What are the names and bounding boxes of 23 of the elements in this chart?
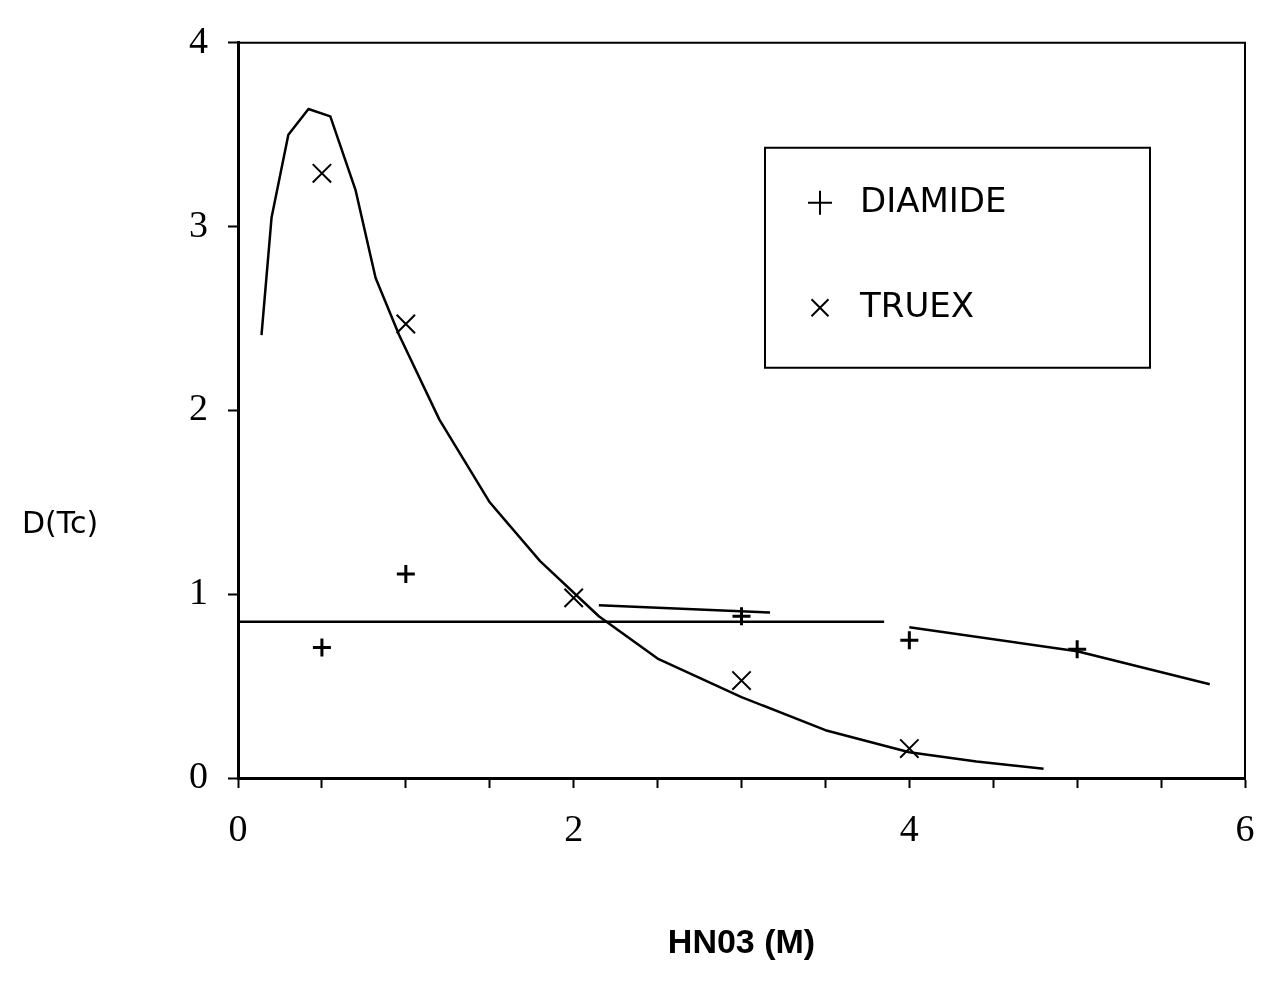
y-tick-label: 3: [189, 202, 208, 245]
y-axis-title: D(Tc): [22, 505, 99, 540]
point: [731, 605, 752, 627]
y-tick-label: 4: [189, 18, 208, 61]
legend-label: DIAMIDE: [860, 179, 1007, 220]
x-tick-label: 2: [564, 806, 584, 849]
point: [898, 629, 920, 651]
point: [395, 313, 417, 335]
point: [1066, 638, 1088, 660]
x-tick-label: 4: [899, 806, 919, 849]
point: [563, 587, 584, 609]
x-tick-label: 0: [228, 806, 248, 849]
y-tick-label: 1: [189, 570, 208, 613]
point: [731, 670, 752, 691]
x-tick-label: 6: [1235, 806, 1255, 849]
point: [395, 563, 417, 585]
point: [311, 637, 333, 658]
point: [899, 738, 920, 759]
point: [311, 163, 333, 184]
x-axis-title: HN03 (M): [667, 921, 816, 960]
y-tick-label: 2: [189, 386, 208, 429]
y-tick-label: 0: [189, 753, 208, 796]
legend-label: TRUEX: [859, 284, 975, 325]
